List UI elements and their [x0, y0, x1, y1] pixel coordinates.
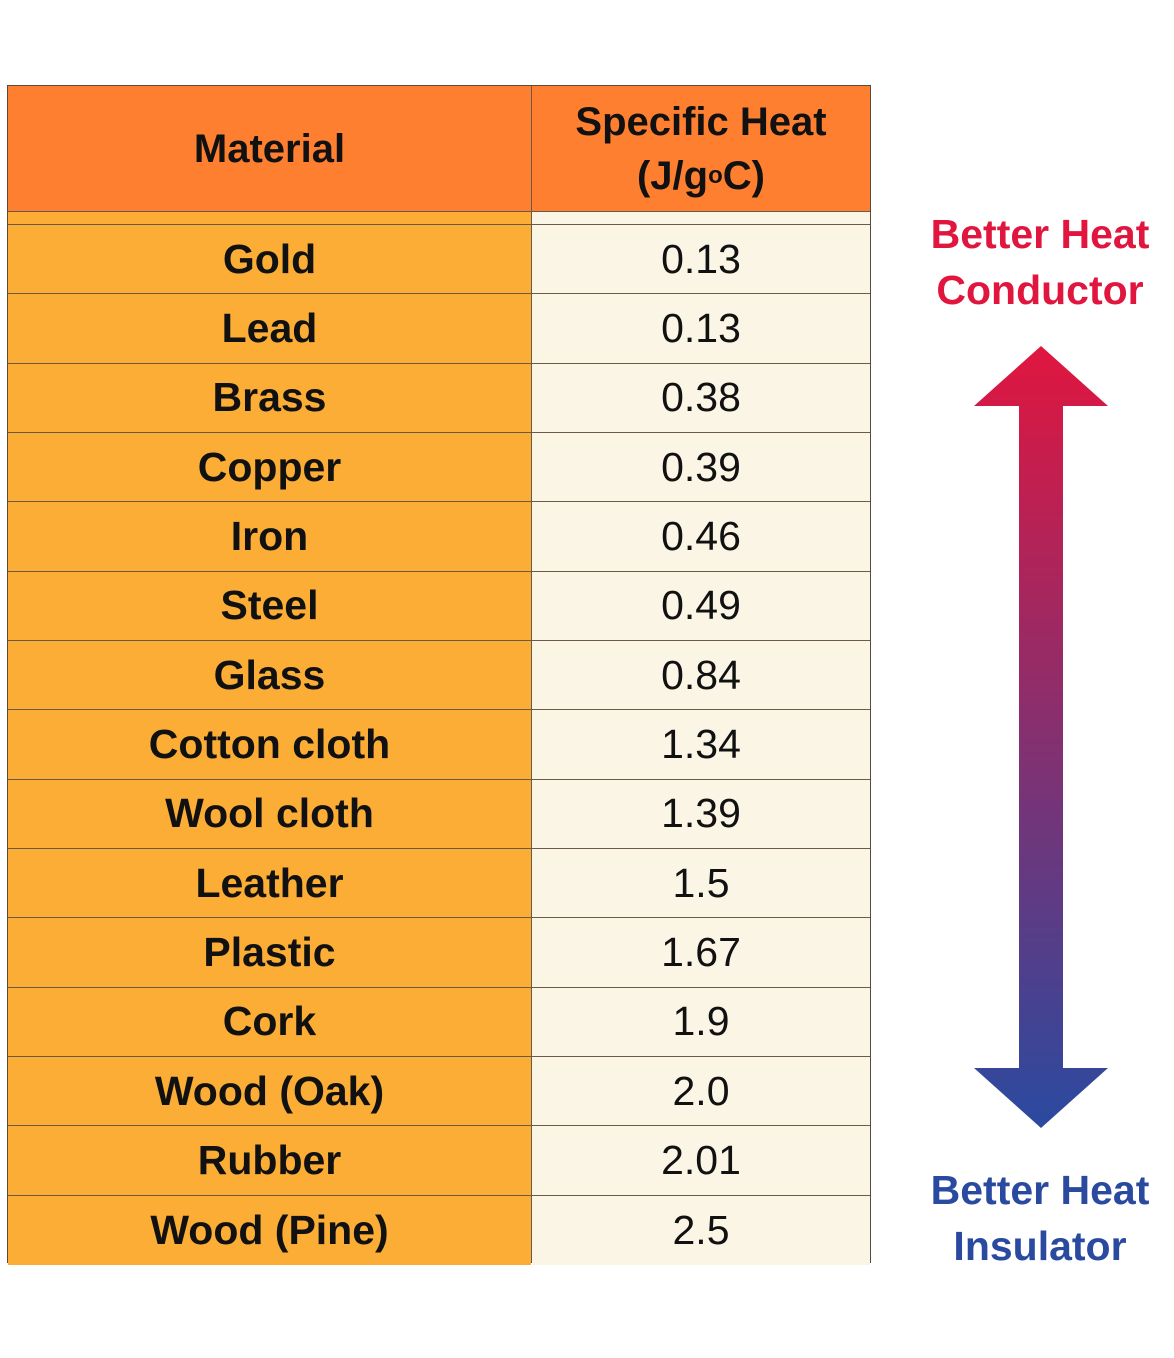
table-row: Steel 0.49 — [8, 571, 870, 641]
table-row: Cork 1.9 — [8, 987, 870, 1057]
specific-heat-cell: 2.5 — [532, 1195, 870, 1265]
material-cell: Lead — [8, 294, 531, 363]
header-spacer-right — [531, 212, 870, 224]
specific-heat-cell: 0.49 — [532, 571, 870, 640]
insulator-label: Better Heat Insulator — [905, 1162, 1174, 1274]
header-specific-heat: Specific Heat (J/goC) — [531, 86, 871, 212]
conductor-label: Better Heat Conductor — [905, 206, 1174, 318]
material-cell: Wool cloth — [8, 779, 531, 848]
header-material: Material — [193, 127, 346, 171]
specific-heat-cell: 1.39 — [532, 779, 870, 848]
specific-heat-cell: 2.0 — [532, 1056, 870, 1126]
table-row: Wood (Oak) 2.0 — [8, 1056, 870, 1127]
conductor-label-line2: Conductor — [936, 267, 1144, 313]
table-row: Rubber 2.01 — [8, 1126, 870, 1196]
specific-heat-cell: 1.9 — [532, 987, 870, 1056]
table-body: Gold 0.13 Lead 0.13 Brass 0.38 Copper 0.39 Iron 0… — [8, 225, 870, 1265]
arrow-shape — [974, 346, 1108, 1128]
specific-heat-cell: 2.01 — [532, 1126, 870, 1195]
material-cell: Leather — [8, 848, 531, 918]
material-cell: Iron — [8, 502, 531, 571]
table-header: Material Specific Heat (J/goC) — [8, 86, 870, 212]
double-arrow-icon — [974, 346, 1108, 1128]
header-unit-pre: (J/g — [636, 154, 709, 198]
conductor-label-line1: Better Heat — [930, 211, 1150, 257]
material-cell: Plastic — [8, 918, 531, 987]
material-cell: Rubber — [8, 1126, 531, 1195]
header-unit-degree: o — [708, 162, 723, 189]
table-row: Glass 0.84 — [8, 640, 870, 711]
specific-heat-cell: 1.5 — [532, 848, 870, 918]
specific-heat-table: Material Specific Heat (J/goC) Gold 0.13 L… — [7, 85, 871, 1265]
material-cell: Gold — [8, 225, 531, 294]
header-spacer — [8, 212, 870, 225]
material-cell: Glass — [8, 640, 531, 710]
specific-heat-cell: 0.13 — [532, 225, 870, 294]
header-value-line2: (J/goC) — [637, 149, 765, 203]
column-divider — [531, 86, 532, 1262]
material-cell: Brass — [8, 363, 531, 432]
material-cell: Cork — [8, 987, 531, 1056]
specific-heat-cell: 0.13 — [532, 294, 870, 363]
specific-heat-cell: 0.38 — [532, 363, 870, 432]
table-row: Lead 0.13 — [8, 294, 870, 364]
specific-heat-cell: 1.34 — [532, 710, 870, 779]
table-row: Leather 1.5 — [8, 848, 870, 919]
specific-heat-cell: 0.46 — [532, 502, 870, 571]
table-row: Wood (Pine) 2.5 — [8, 1195, 870, 1265]
table-row: Plastic 1.67 — [8, 918, 870, 988]
material-cell: Wood (Oak) — [8, 1056, 531, 1126]
insulator-label-line2: Insulator — [953, 1223, 1127, 1269]
header-value-line1: Specific Heat — [575, 100, 827, 144]
material-cell: Cotton cloth — [8, 710, 531, 779]
table-row: Cotton cloth 1.34 — [8, 710, 870, 780]
table-row: Gold 0.13 — [8, 225, 870, 295]
table-row: Brass 0.38 — [8, 363, 870, 433]
specific-heat-cell: 0.39 — [532, 432, 870, 502]
table-row: Iron 0.46 — [8, 502, 870, 572]
material-cell: Steel — [8, 571, 531, 640]
header-unit-post: C) — [722, 154, 765, 198]
table-row: Copper 0.39 — [8, 432, 870, 503]
specific-heat-cell: 1.67 — [532, 918, 870, 987]
table-row: Wool cloth 1.39 — [8, 779, 870, 849]
header-spacer-left — [8, 212, 531, 224]
specific-heat-cell: 0.84 — [532, 640, 870, 710]
material-cell: Wood (Pine) — [8, 1195, 531, 1265]
insulator-label-line1: Better Heat — [930, 1167, 1150, 1213]
material-cell: Copper — [8, 432, 531, 502]
